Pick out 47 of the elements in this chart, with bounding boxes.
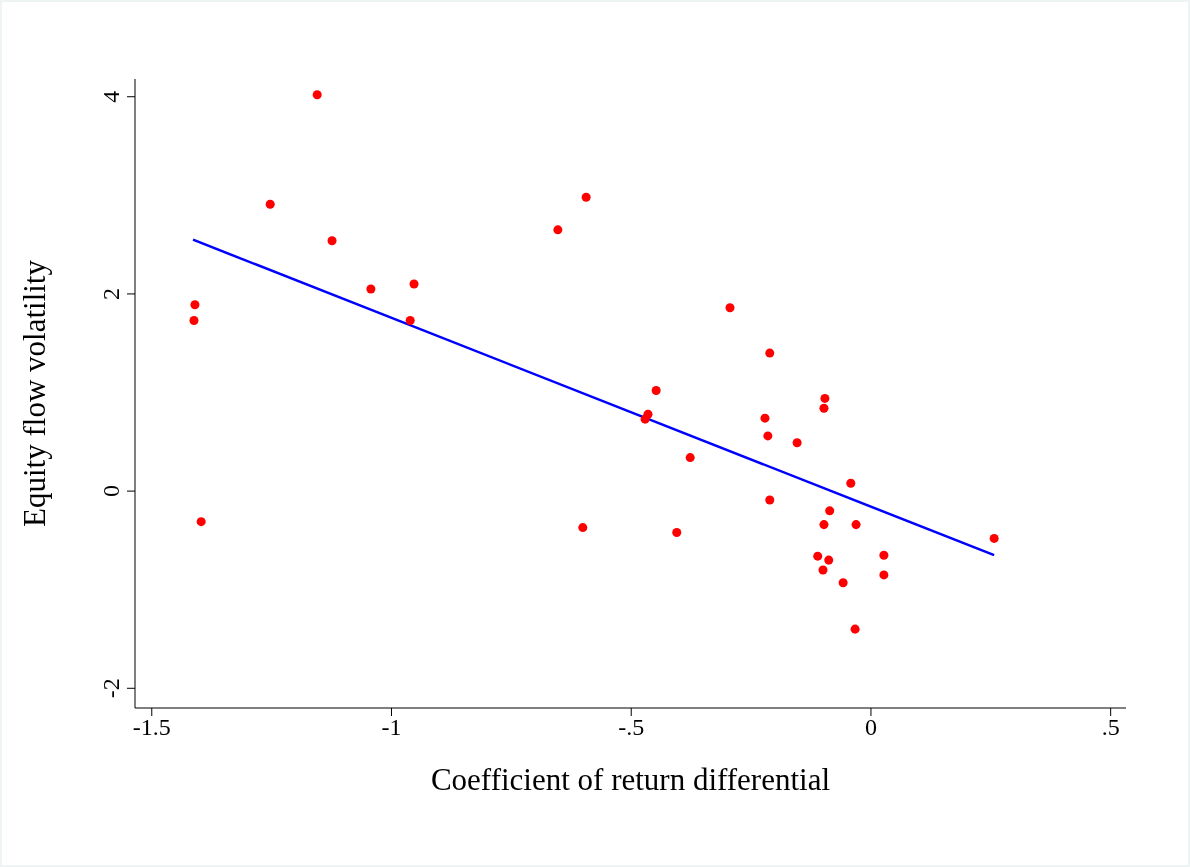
y-tick-label: 0 xyxy=(98,485,124,498)
point xyxy=(825,506,835,516)
point xyxy=(409,279,419,289)
point xyxy=(879,550,889,560)
point xyxy=(765,495,775,505)
point xyxy=(553,225,563,235)
y-tick-label: 2 xyxy=(98,287,124,300)
point xyxy=(685,453,695,463)
point xyxy=(824,555,834,565)
point xyxy=(792,438,802,448)
y-tick-label: 4 xyxy=(98,90,124,103)
x-tick-label: -1.5 xyxy=(132,714,171,741)
point xyxy=(846,478,856,488)
point xyxy=(850,624,860,634)
x-tick-label: -.5 xyxy=(618,714,645,741)
point xyxy=(581,192,591,202)
point xyxy=(838,578,848,588)
point xyxy=(405,316,415,326)
point xyxy=(760,413,770,423)
point xyxy=(820,393,830,403)
point xyxy=(765,348,775,358)
point xyxy=(366,284,376,294)
point xyxy=(196,517,206,527)
x-tick-label: -1 xyxy=(381,714,402,741)
point xyxy=(813,551,823,561)
point xyxy=(851,520,861,530)
point xyxy=(879,570,889,580)
point xyxy=(763,431,773,441)
point xyxy=(327,236,337,246)
point xyxy=(819,403,829,413)
x-tick-label: .5 xyxy=(1101,714,1120,741)
point xyxy=(189,316,199,326)
point xyxy=(640,414,650,424)
x-tick-label: 0 xyxy=(864,714,877,741)
point xyxy=(190,300,200,310)
y-tick-label: -2 xyxy=(98,678,124,699)
point xyxy=(725,303,735,313)
point xyxy=(989,533,999,543)
point xyxy=(312,90,322,100)
point xyxy=(818,565,828,575)
x-axis-title: Coefficient of return differential xyxy=(430,762,831,797)
point xyxy=(651,386,661,396)
y-axis-title: Equity flow volatility xyxy=(17,259,53,527)
point xyxy=(265,199,275,209)
point xyxy=(819,520,829,530)
point xyxy=(672,528,682,538)
point xyxy=(578,523,588,533)
